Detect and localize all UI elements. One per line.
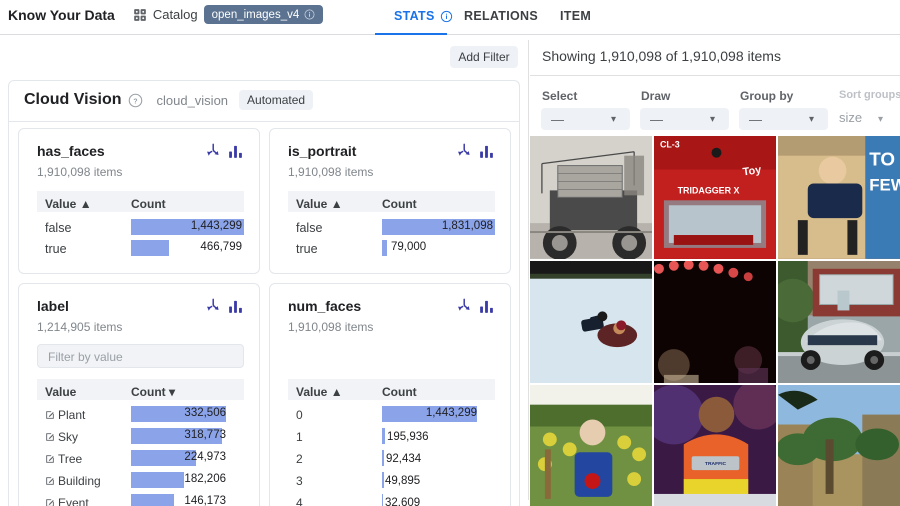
svg-text:TRIDAGGER X: TRIDAGGER X [678,185,740,195]
svg-text:Toy: Toy [742,164,762,178]
svg-text:TO: TO [869,149,895,170]
svg-text:TRAFFIC: TRAFFIC [705,462,727,468]
svg-text:?: ? [134,98,138,105]
svg-text:CL-3: CL-3 [660,140,680,150]
svg-text:FEW: FEW [869,175,900,194]
